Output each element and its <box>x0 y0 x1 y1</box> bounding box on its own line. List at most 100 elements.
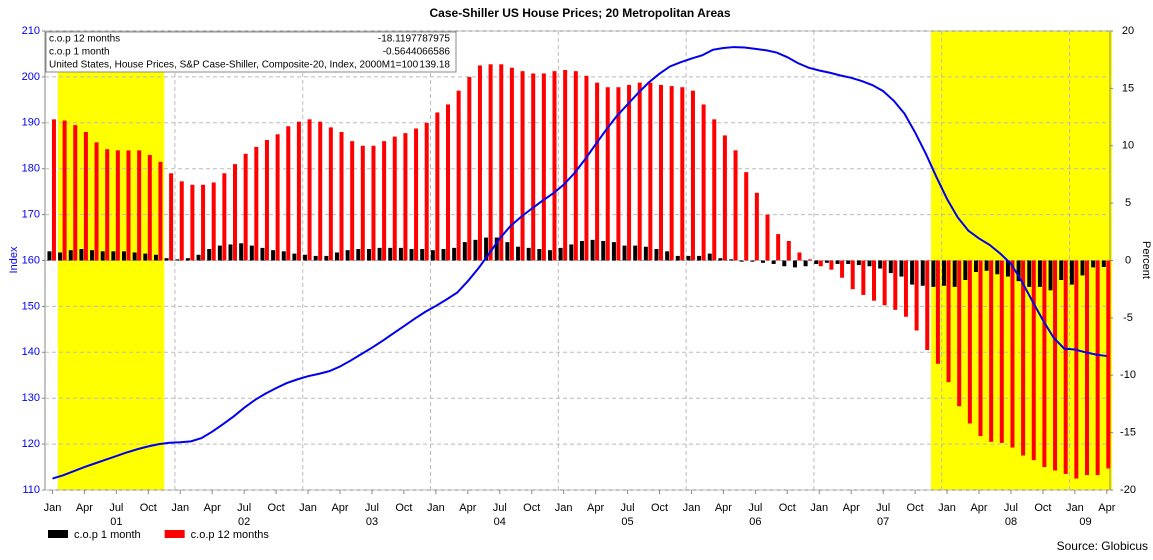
info-label: United States, House Prices, S&P Case-Sh… <box>49 60 419 71</box>
bar <box>680 87 685 261</box>
bar <box>590 239 595 261</box>
bar <box>1080 260 1085 276</box>
info-label: c.o.p 1 month <box>49 47 110 58</box>
bar <box>462 242 467 261</box>
year-label: 09 <box>1079 516 1091 528</box>
bar <box>452 247 457 261</box>
bar <box>520 71 525 261</box>
bar <box>217 245 222 261</box>
bar <box>850 260 855 290</box>
bar <box>548 250 553 261</box>
bar <box>782 260 787 267</box>
y-axis-title: Index <box>8 246 20 273</box>
bar <box>233 164 238 261</box>
x-tick-label: Jul <box>1004 502 1018 514</box>
bar <box>47 251 52 261</box>
bar <box>967 260 972 424</box>
bar <box>712 119 717 261</box>
bar <box>744 172 749 261</box>
y-tick-label: 120 <box>22 438 40 450</box>
bar <box>814 260 819 264</box>
bar <box>569 244 574 261</box>
y-tick-label: 140 <box>22 346 40 358</box>
bar <box>935 260 940 364</box>
bar <box>196 254 201 261</box>
bar <box>179 181 184 261</box>
bar <box>73 125 78 261</box>
bar <box>878 260 883 269</box>
y2-tick-label: 10 <box>1122 140 1134 152</box>
bar <box>797 252 802 261</box>
bar <box>409 249 414 261</box>
bar <box>931 260 936 287</box>
x-tick-label: Apr <box>331 502 348 514</box>
bar <box>169 173 174 261</box>
bar <box>1074 260 1079 479</box>
y2-tick-label: 20 <box>1122 25 1134 37</box>
bar <box>786 240 791 261</box>
bar <box>264 140 269 261</box>
bar <box>324 255 329 261</box>
bar <box>803 260 808 267</box>
bar <box>1101 260 1106 267</box>
bar <box>105 149 110 261</box>
bar <box>957 260 962 407</box>
bar <box>392 136 397 261</box>
x-tick-label: Oct <box>779 502 796 514</box>
bar <box>260 247 265 261</box>
bar <box>1021 260 1026 456</box>
x-tick-label: Apr <box>204 502 221 514</box>
bar <box>456 90 461 261</box>
bar <box>633 245 638 261</box>
bar <box>1048 260 1053 291</box>
bar <box>207 249 212 261</box>
bar <box>366 249 371 261</box>
x-tick-label: Jul <box>748 502 762 514</box>
bar <box>318 121 323 261</box>
bar <box>446 104 451 261</box>
bar <box>893 260 898 310</box>
bar <box>861 260 866 295</box>
bar <box>83 131 88 261</box>
bar <box>153 254 158 261</box>
bar <box>388 247 393 261</box>
bar <box>989 260 994 442</box>
bar <box>494 237 499 261</box>
bar <box>345 250 350 261</box>
bar <box>467 76 472 261</box>
y-tick-label: 160 <box>22 254 40 266</box>
bar <box>829 260 834 270</box>
bar <box>537 249 542 261</box>
bar <box>360 145 365 261</box>
x-tick-label: Jul <box>493 502 507 514</box>
bar <box>846 260 851 264</box>
bar <box>856 260 861 266</box>
x-tick-label: Jul <box>621 502 635 514</box>
bar <box>665 251 670 261</box>
bar <box>339 131 344 261</box>
bar <box>441 249 446 261</box>
bar <box>164 258 169 261</box>
bar <box>403 133 408 261</box>
x-tick-label: Apr <box>1098 502 1115 514</box>
bar <box>818 260 823 267</box>
bar <box>488 64 493 261</box>
bar <box>90 250 95 261</box>
y-tick-label: 180 <box>22 163 40 175</box>
bar <box>307 119 312 261</box>
bar <box>484 237 489 261</box>
x-tick-label: Oct <box>268 502 285 514</box>
bar <box>58 252 63 261</box>
bar <box>1053 260 1058 471</box>
bar <box>190 184 195 261</box>
x-tick-label: Jan <box>44 502 62 514</box>
bar <box>835 260 840 264</box>
bar <box>499 64 504 261</box>
bar <box>903 260 908 317</box>
bar <box>914 260 919 331</box>
x-tick-label: Jul <box>237 502 251 514</box>
y2-tick-label: -10 <box>1120 369 1136 381</box>
bar <box>158 161 163 261</box>
bar <box>733 150 738 261</box>
bar <box>584 75 589 261</box>
